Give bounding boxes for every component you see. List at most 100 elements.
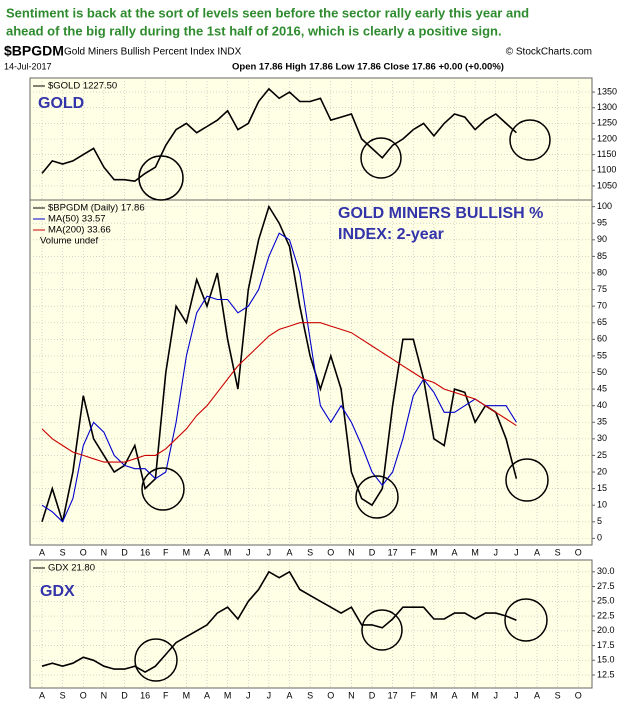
highlight-circle — [138, 155, 184, 201]
x-tick-label: D — [121, 690, 128, 700]
commentary: ahead of the big rally during the 1st ha… — [6, 23, 502, 38]
x-tick-label: A — [286, 547, 292, 557]
x-tick-label: J — [514, 547, 519, 557]
x-tick-label: A — [286, 690, 292, 700]
symbol: $BPGDM — [4, 43, 64, 59]
y-tick-label: 60 — [597, 334, 607, 344]
date: 14-Jul-2017 — [4, 61, 52, 71]
x-tick-label: J — [514, 690, 519, 700]
source: © StockCharts.com — [506, 47, 592, 58]
x-tick-label: S — [60, 690, 66, 700]
x-tick-label: J — [267, 547, 272, 557]
index-name: Gold Miners Bullish Percent Index INDX — [64, 47, 242, 58]
x-tick-label: O — [575, 547, 582, 557]
x-tick-label: M — [471, 547, 479, 557]
legend-entry: MA(50) 33.57 — [48, 214, 106, 225]
y-tick-label: 50 — [597, 367, 607, 377]
x-tick-label: M — [471, 690, 479, 700]
legend-note: Volume undef — [40, 236, 98, 247]
y-tick-label: 55 — [597, 350, 607, 360]
y-tick-label: 0 — [597, 533, 602, 543]
x-tick-label: S — [307, 690, 313, 700]
y-tick-label: 20 — [597, 466, 607, 476]
x-tick-label: M — [183, 547, 191, 557]
y-tick-label: 10 — [597, 500, 607, 510]
y-tick-label: 20.0 — [597, 625, 615, 635]
x-tick-label: S — [555, 690, 561, 700]
x-tick-label: A — [534, 547, 540, 557]
x-tick-label: D — [369, 690, 376, 700]
highlight-circle — [509, 119, 551, 161]
y-tick-label: 85 — [597, 251, 607, 261]
x-tick-label: J — [267, 690, 272, 700]
x-tick-label: A — [39, 690, 45, 700]
y-tick-label: 70 — [597, 301, 607, 311]
y-tick-label: 17.5 — [597, 640, 615, 650]
y-tick-label: 5 — [597, 516, 602, 526]
x-tick-label: N — [101, 547, 108, 557]
y-tick-label: 1150 — [597, 149, 616, 159]
x-tick-label: 16 — [140, 547, 150, 557]
legend-entry: $BPGDM (Daily) 17.86 — [48, 203, 145, 214]
quote: Open 17.86 High 17.86 Low 17.86 Close 17… — [232, 62, 504, 73]
x-tick-label: S — [307, 547, 313, 557]
y-tick-label: 25.0 — [597, 596, 615, 606]
y-tick-label: 75 — [597, 284, 607, 294]
x-tick-label: J — [494, 547, 499, 557]
y-tick-label: 1300 — [597, 102, 617, 112]
y-tick-label: 1250 — [597, 118, 617, 128]
x-tick-label: N — [348, 690, 355, 700]
legend-entry: GDX 21.80 — [48, 563, 95, 574]
x-tick-label: A — [451, 547, 457, 557]
x-tick-label: M — [430, 690, 438, 700]
y-tick-label: 30.0 — [597, 566, 615, 576]
y-tick-label: 1350 — [597, 86, 617, 96]
x-tick-label: A — [534, 690, 540, 700]
x-tick-label: 16 — [140, 690, 150, 700]
commentary: Sentiment is back at the sort of levels … — [6, 5, 529, 20]
legend-entry: MA(200) 33.66 — [48, 225, 111, 236]
x-tick-label: S — [60, 547, 66, 557]
annotation: INDEX: 2-year — [338, 226, 444, 243]
x-tick-label: A — [204, 690, 210, 700]
x-tick-label: S — [555, 547, 561, 557]
annotation: GOLD MINERS BULLISH % — [338, 205, 543, 222]
x-tick-label: O — [575, 690, 582, 700]
x-tick-label: D — [369, 547, 376, 557]
x-tick-label: 17 — [388, 547, 398, 557]
y-tick-label: 100 — [597, 201, 612, 211]
x-tick-label: A — [204, 547, 210, 557]
x-tick-label: 17 — [388, 690, 398, 700]
highlight-circle — [504, 598, 548, 642]
x-tick-label: O — [327, 547, 334, 557]
x-tick-label: D — [121, 547, 128, 557]
x-tick-label: F — [163, 690, 169, 700]
x-tick-label: F — [411, 547, 417, 557]
x-tick-label: N — [348, 547, 355, 557]
highlight-circle — [361, 609, 403, 651]
highlight-circle — [360, 137, 402, 179]
x-tick-label: J — [246, 690, 251, 700]
highlight-circle — [141, 467, 185, 511]
y-tick-label: 45 — [597, 383, 607, 393]
panel-frame — [29, 559, 593, 689]
x-tick-label: A — [39, 547, 45, 557]
y-tick-label: 40 — [597, 400, 607, 410]
y-tick-label: 35 — [597, 417, 607, 427]
y-tick-label: 1100 — [597, 165, 616, 175]
y-tick-label: 1050 — [597, 180, 617, 190]
highlight-circle — [505, 458, 549, 502]
highlight-circle — [355, 475, 399, 519]
series-line — [41, 87, 517, 183]
x-tick-label: M — [224, 547, 232, 557]
y-tick-label: 22.5 — [597, 610, 615, 620]
series-line — [41, 570, 517, 674]
y-tick-label: 15 — [597, 483, 607, 493]
x-tick-label: A — [451, 690, 457, 700]
annotation: GOLD — [38, 95, 84, 112]
x-tick-label: O — [327, 690, 334, 700]
y-tick-label: 90 — [597, 234, 607, 244]
annotation: GDX — [40, 583, 75, 600]
